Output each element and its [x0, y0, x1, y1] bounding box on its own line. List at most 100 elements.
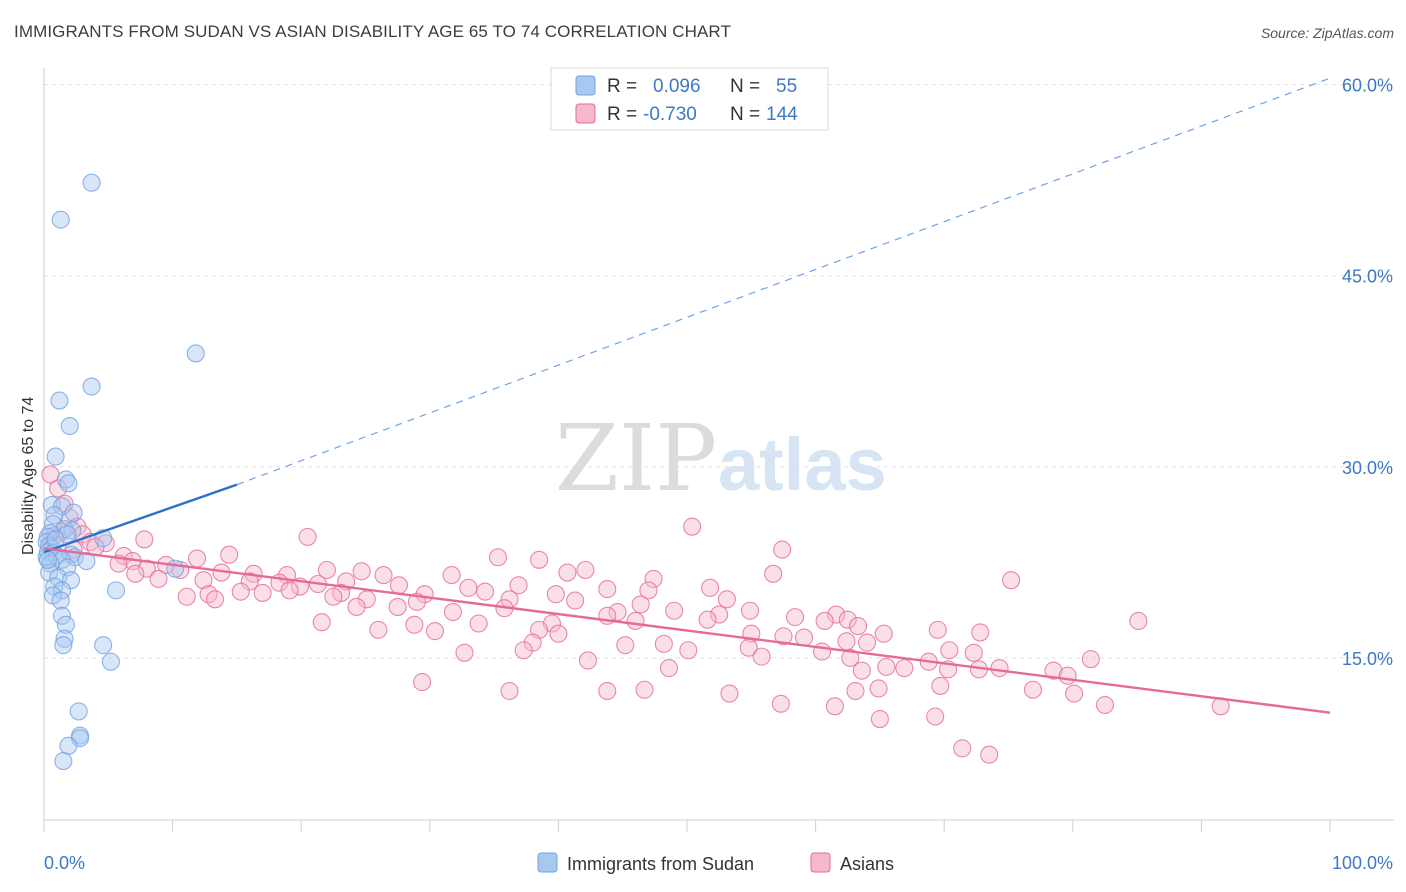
- trend-line-asians: [43, 547, 1331, 714]
- data-point-asians: [852, 661, 871, 680]
- legend-n-value: 55: [776, 76, 797, 97]
- legend-n-value: 144: [766, 104, 798, 125]
- y-axis-label: Disability Age 65 to 74: [20, 397, 37, 555]
- data-point-asians: [135, 530, 154, 549]
- data-point-asians: [253, 583, 272, 602]
- data-point-asians: [654, 634, 673, 653]
- legend-r-value: -0.730: [643, 104, 697, 125]
- data-point-asians: [710, 605, 729, 624]
- legend-r-value: 0.096: [653, 76, 701, 97]
- x-tick-label: 0.0%: [44, 853, 85, 873]
- source-label: Source: ZipAtlas.com: [1260, 25, 1394, 41]
- data-point-asians: [194, 571, 213, 590]
- data-point-sudan: [55, 629, 74, 648]
- data-point-asians: [549, 624, 568, 643]
- data-point-asians: [576, 560, 595, 580]
- data-point-asians: [488, 548, 508, 567]
- data-point-sudan: [94, 636, 113, 655]
- data-point-asians: [926, 707, 945, 726]
- data-point-asians: [701, 578, 720, 597]
- legend-swatch-blue: [575, 75, 596, 96]
- data-point-sudan: [59, 736, 78, 755]
- data-point-sudan: [55, 520, 74, 539]
- data-point-asians: [73, 525, 92, 544]
- data-point-sudan: [82, 377, 101, 396]
- data-point-asians: [469, 614, 488, 633]
- data-point-asians: [1002, 571, 1021, 590]
- data-point-asians: [928, 620, 947, 639]
- data-point-sudan: [101, 652, 120, 671]
- data-point-asians: [240, 572, 259, 591]
- data-point-asians: [509, 576, 528, 595]
- data-point-asians: [771, 694, 790, 713]
- data-point-asians: [837, 632, 856, 651]
- data-point-sudan: [60, 416, 79, 436]
- data-point-sudan: [38, 550, 57, 569]
- data-point-asians: [698, 610, 717, 629]
- legend-r-label: R =: [607, 104, 637, 125]
- data-point-asians: [659, 659, 679, 678]
- data-point-asians: [347, 597, 366, 616]
- data-point-sudan: [52, 606, 72, 625]
- data-point-asians: [598, 580, 617, 599]
- data-point-asians: [1058, 666, 1077, 685]
- data-point-sudan: [56, 615, 75, 634]
- data-point-asians: [644, 569, 663, 588]
- data-point-asians: [773, 540, 792, 559]
- data-point-asians: [717, 590, 736, 609]
- data-point-asians: [578, 651, 598, 670]
- data-point-asians: [764, 564, 783, 583]
- data-point-asians: [1023, 680, 1042, 699]
- data-point-asians: [626, 611, 645, 631]
- data-point-asians: [869, 679, 888, 698]
- legend-top: R = 0.096 N = 55 R = -0.730 N = 144: [550, 67, 829, 131]
- data-point-asians: [774, 627, 793, 646]
- data-point-asians: [405, 615, 424, 634]
- data-point-asians: [500, 681, 519, 701]
- data-point-asians: [312, 613, 331, 632]
- data-point-sudan: [106, 581, 126, 600]
- data-point-asians: [413, 673, 432, 692]
- data-point-asians: [388, 597, 407, 616]
- data-point-asians: [990, 659, 1009, 678]
- data-point-asians: [1065, 684, 1084, 703]
- legend-n-label: N =: [730, 76, 760, 97]
- data-point-asians: [841, 648, 860, 667]
- data-point-asians: [857, 633, 877, 652]
- data-point-sudan: [166, 559, 185, 578]
- data-point-sudan: [61, 571, 81, 590]
- data-point-asians: [425, 622, 444, 641]
- legend-n-label: N =: [730, 104, 760, 125]
- data-point-asians: [815, 611, 834, 631]
- data-point-sudan: [51, 591, 70, 610]
- data-point-asians: [389, 576, 408, 595]
- data-point-asians: [369, 620, 388, 639]
- y-tick-label: 45.0%: [1342, 267, 1393, 287]
- data-point-asians: [785, 608, 805, 627]
- data-point-sudan: [69, 702, 88, 721]
- y-tick-labels: 15.0% 30.0% 45.0% 60.0%: [1342, 76, 1393, 669]
- data-point-sudan: [186, 344, 205, 363]
- data-point-asians: [546, 585, 565, 604]
- data-point-asians: [1095, 695, 1114, 715]
- data-point-asians: [187, 549, 207, 568]
- data-point-asians: [874, 624, 893, 643]
- data-point-asians: [566, 591, 585, 610]
- data-point-sudan: [51, 210, 70, 229]
- data-point-asians: [96, 534, 115, 553]
- data-point-asians: [848, 616, 868, 636]
- data-point-asians: [812, 642, 832, 661]
- data-point-asians: [635, 680, 654, 699]
- data-point-asians: [443, 602, 462, 622]
- data-point-asians: [324, 587, 343, 606]
- data-point-sudan: [54, 636, 73, 655]
- data-point-asians: [442, 566, 461, 585]
- data-point-asians: [220, 545, 239, 564]
- data-point-asians: [964, 643, 983, 662]
- data-point-asians: [231, 582, 250, 601]
- legend-bottom-swatch-blue: [537, 852, 558, 873]
- data-point-asians: [137, 559, 156, 578]
- legend-bottom-swatch-pink: [810, 852, 831, 873]
- data-point-asians: [752, 647, 771, 666]
- data-point-asians: [740, 601, 760, 620]
